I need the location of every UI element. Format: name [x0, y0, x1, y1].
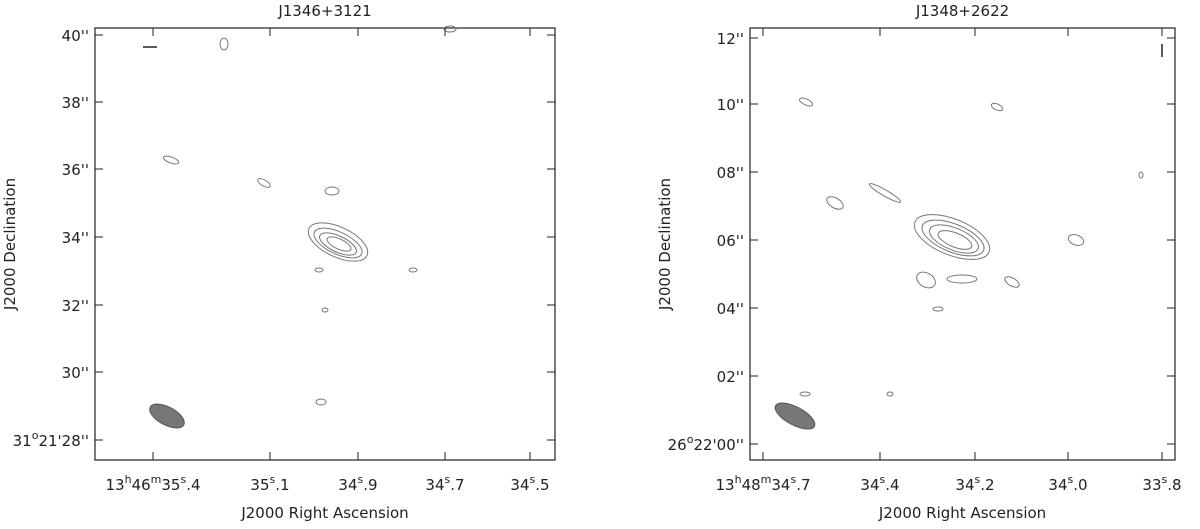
- tick-label-part: .2: [980, 476, 994, 494]
- tick-label-part: 26: [668, 436, 687, 454]
- y-tick-label: 12'': [717, 30, 744, 48]
- tick-label-part: .7: [450, 476, 464, 494]
- tick-label-part: 35: [250, 476, 269, 494]
- tick-label-part: 21'28'': [38, 432, 89, 450]
- tick-label-part: 36'': [62, 161, 89, 179]
- plot-frame: [749, 27, 1176, 461]
- tick-label-part: 46: [132, 476, 151, 494]
- tick-label-part: s: [880, 473, 886, 486]
- tick-label-part: s: [270, 473, 276, 486]
- tick-label-part: .8: [1167, 476, 1181, 494]
- y-tick-label: 36'': [62, 161, 89, 179]
- x-tick-label: 13h46m35s.4: [105, 473, 200, 494]
- y-tick-label: 30'': [62, 364, 89, 382]
- y-tick-label: 34'': [62, 229, 89, 247]
- contours: [774, 44, 1163, 430]
- y-axis-label: J2000 Declination: [656, 178, 674, 311]
- tick-label-part: s: [180, 473, 186, 486]
- contours: [143, 25, 457, 429]
- x-tick-label: 34s.7: [425, 473, 464, 494]
- x-tick-label: 34s.5: [510, 473, 549, 494]
- x-tick-label: 34s.9: [338, 473, 377, 494]
- tick-label-part: 34: [338, 476, 357, 494]
- plot-frame: [94, 27, 556, 461]
- tick-label-part: 13: [105, 476, 124, 494]
- y-tick-label: 40'': [62, 27, 89, 45]
- tick-label-part: .5: [535, 476, 549, 494]
- y-tick-label: 32'': [62, 297, 89, 315]
- tick-label-part: 34: [771, 476, 790, 494]
- tick-label-part: 22'00'': [693, 436, 744, 454]
- tick-label-part: .4: [186, 476, 200, 494]
- tick-label-part: .7: [796, 476, 810, 494]
- x-tick-label: 34s.4: [860, 473, 899, 494]
- x-tick-label: 34s.0: [1048, 473, 1087, 494]
- y-tick-label: 08'': [717, 164, 744, 182]
- y-tick-label: 10'': [717, 96, 744, 114]
- panel-title: J1346+3121: [277, 2, 371, 20]
- y-tick-label: 02'': [717, 368, 744, 386]
- tick-label-part: .1: [275, 476, 289, 494]
- tick-label-part: 06'': [717, 232, 744, 250]
- tick-label-part: s: [790, 473, 796, 486]
- tick-label-part: s: [445, 473, 451, 486]
- tick-label-part: 13: [715, 476, 734, 494]
- y-tick-label: 26o22'00'': [668, 433, 744, 454]
- y-axis-label: J2000 Declination: [1, 178, 19, 311]
- tick-label-part: 34: [955, 476, 974, 494]
- tick-label-part: .4: [885, 476, 899, 494]
- x-axis-label: J2000 Right Ascension: [878, 504, 1046, 522]
- tick-label-part: m: [151, 473, 162, 486]
- x-axis-label: J2000 Right Ascension: [240, 504, 408, 522]
- tick-label-part: 33: [1142, 476, 1161, 494]
- tick-label-part: h: [735, 473, 742, 486]
- x-tick-label: 35s.1: [250, 473, 289, 494]
- x-tick-label: 34s.2: [955, 473, 994, 494]
- tick-label-part: 48: [742, 476, 761, 494]
- tick-label-part: 34: [510, 476, 529, 494]
- y-tick-label: 06'': [717, 232, 744, 250]
- tick-label-part: m: [761, 473, 772, 486]
- tick-label-part: 10'': [717, 96, 744, 114]
- tick-label-part: 08'': [717, 164, 744, 182]
- x-tick-label: 33s.8: [1142, 473, 1181, 494]
- tick-label-part: o: [687, 433, 694, 446]
- tick-label-part: o: [32, 429, 39, 442]
- tick-label-part: 12'': [717, 30, 744, 48]
- tick-label-part: 31: [13, 432, 32, 450]
- y-tick-label: 38'': [62, 94, 89, 112]
- y-tick-label: 31o21'28'': [13, 429, 89, 450]
- tick-label-part: 34: [860, 476, 879, 494]
- panel-title: J1348+2622: [915, 2, 1009, 20]
- tick-label-part: 34: [1048, 476, 1067, 494]
- tick-label-part: 38'': [62, 94, 89, 112]
- tick-label-part: .0: [1073, 476, 1087, 494]
- tick-label-part: 34'': [62, 229, 89, 247]
- tick-label-part: 35: [161, 476, 180, 494]
- tick-label-part: h: [125, 473, 132, 486]
- tick-label-part: s: [975, 473, 981, 486]
- tick-label-part: 02'': [717, 368, 744, 386]
- tick-label-part: 34: [425, 476, 444, 494]
- y-tick-label: 04'': [717, 300, 744, 318]
- tick-label-part: s: [1068, 473, 1074, 486]
- tick-label-part: .9: [363, 476, 377, 494]
- tick-label-part: s: [358, 473, 364, 486]
- tick-label-part: s: [1162, 473, 1168, 486]
- tick-label-part: 30'': [62, 364, 89, 382]
- tick-label-part: 04'': [717, 300, 744, 318]
- tick-label-part: 40'': [62, 27, 89, 45]
- tick-label-part: s: [530, 473, 536, 486]
- x-tick-label: 13h48m34s.7: [715, 473, 810, 494]
- tick-label-part: 32'': [62, 297, 89, 315]
